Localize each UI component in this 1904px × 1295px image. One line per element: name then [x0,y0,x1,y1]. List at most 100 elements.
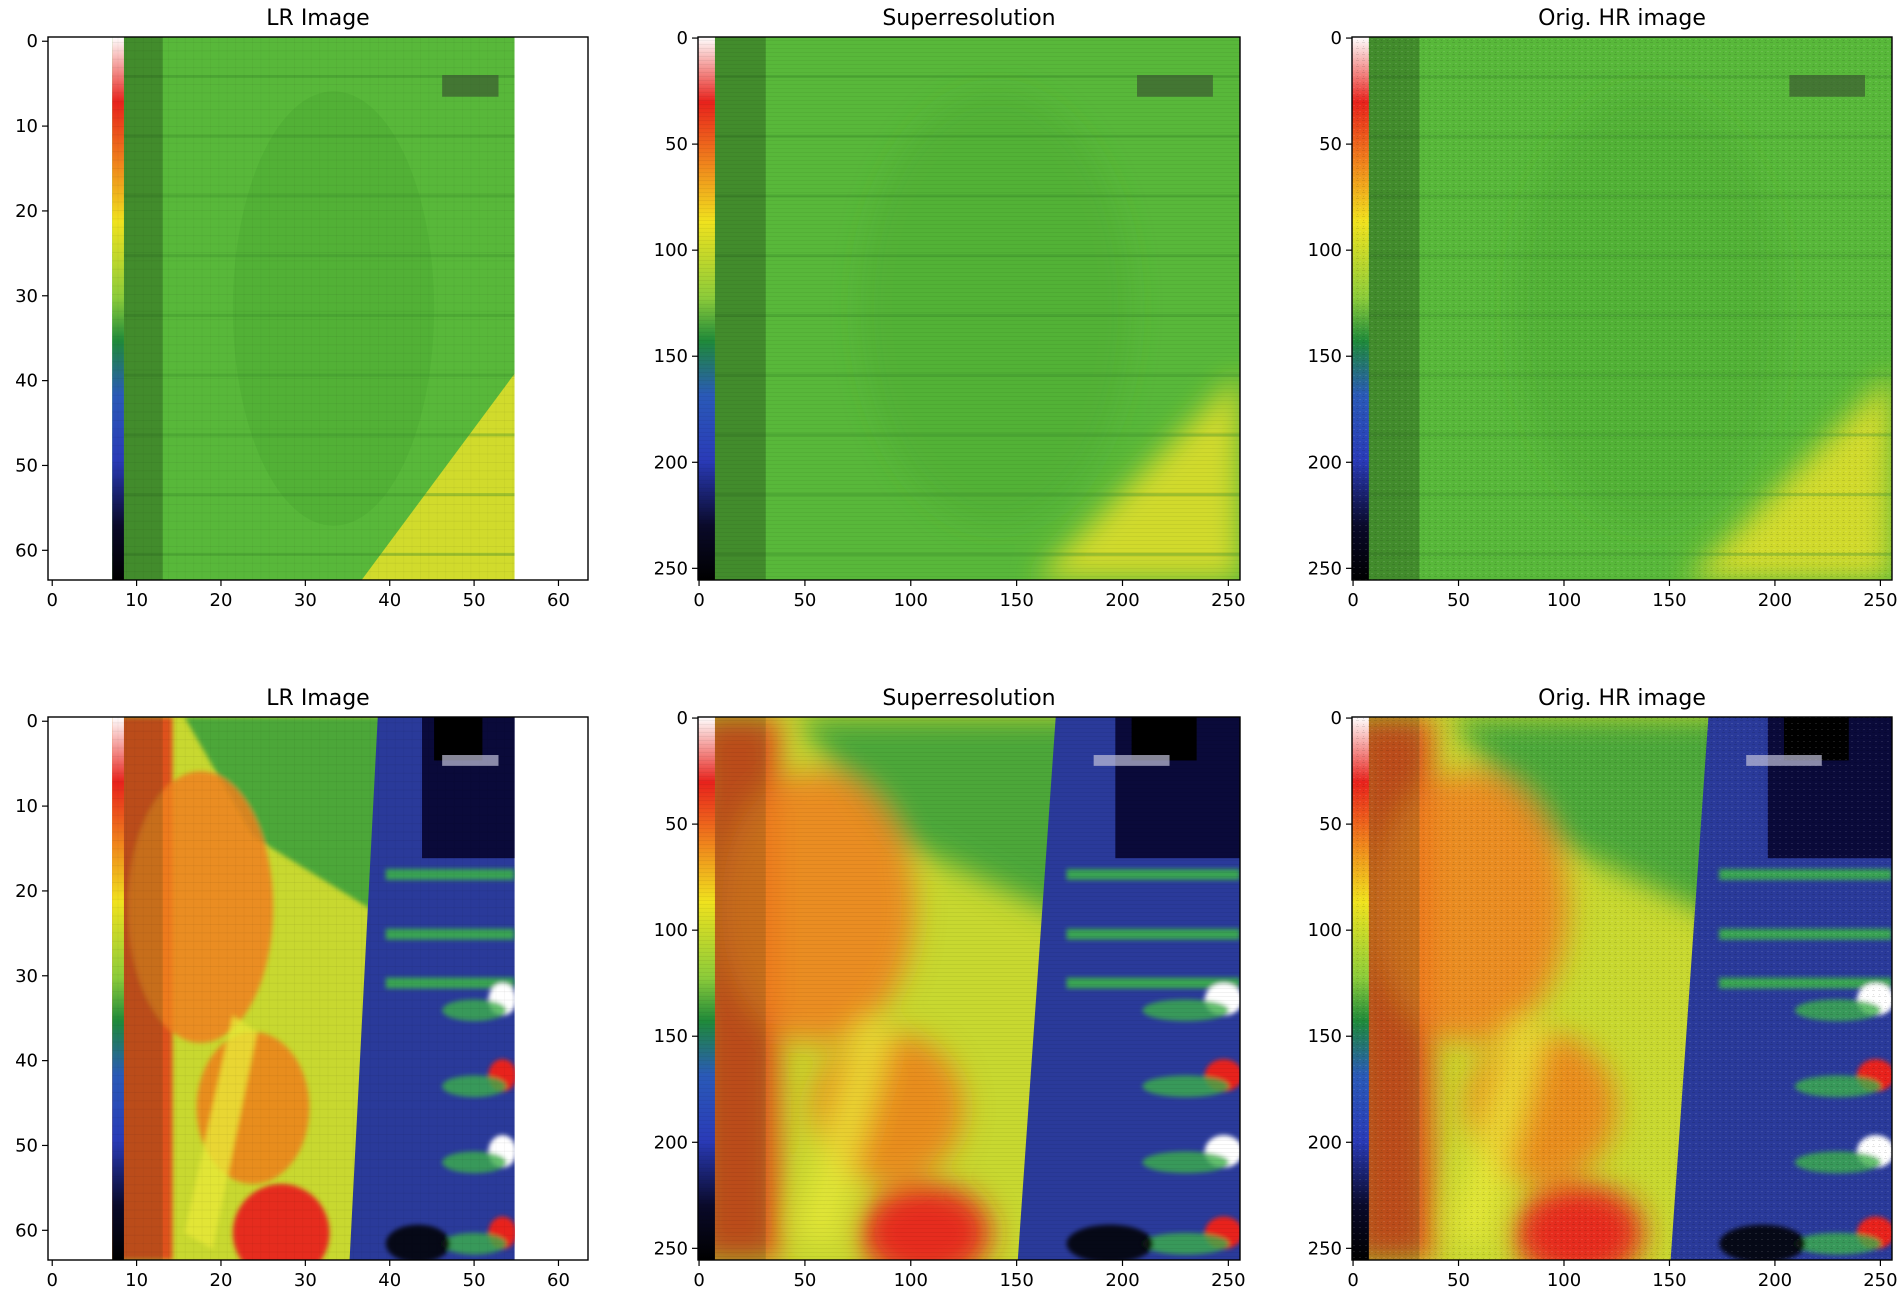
x-tick-label: 150 [999,1270,1033,1291]
thermal-image [112,717,515,1260]
y-tick-label: 150 [654,346,688,367]
y-ticks: 0 10 20 30 40 50 60 [15,711,48,1241]
x-tick-label: 250 [1211,590,1245,611]
x-tick-label: 10 [125,590,148,611]
x-tick-label: 250 [1863,1270,1897,1291]
y-tick-label: 30 [15,966,38,987]
timestamp-overlay [1093,755,1170,766]
axes-frame [1351,36,1893,581]
x-tick-label: 0 [693,1270,704,1291]
y-tick-label: 200 [1308,1132,1342,1153]
timestamp-overlay [1789,75,1865,97]
y-tick-label: 200 [654,1132,688,1153]
thermal-image [698,37,1240,580]
y-tick-label: 40 [15,371,38,392]
x-tick-label: 50 [1447,590,1470,611]
x-tick-label: 200 [1105,590,1139,611]
x-tick-label: 50 [463,590,486,611]
y-tick-label: 250 [1308,1238,1342,1259]
y-ticks: 0 50 100 150 200 250 [654,28,698,579]
y-tick-label: 100 [654,920,688,941]
panel-title: Orig. HR image [1538,6,1706,31]
axes-frame [1351,716,1893,1261]
x-tick-label: 60 [547,1270,570,1291]
y-tick-label: 60 [15,540,38,561]
y-tick-label: 200 [654,452,688,473]
x-tick-label: 150 [1652,590,1686,611]
thermal-image [112,37,515,580]
x-tick-label: 50 [1447,1270,1470,1291]
y-tick-label: 10 [15,796,38,817]
x-tick-label: 50 [793,1270,816,1291]
x-tick-label: 20 [210,590,233,611]
axes-frame [697,36,1241,581]
y-tick-label: 50 [15,455,38,476]
x-ticks: 0 50 100 150 200 250 [1347,1260,1898,1291]
y-tick-label: 250 [654,558,688,579]
x-tick-label: 100 [1547,590,1581,611]
y-tick-label: 20 [15,881,38,902]
y-tick-label: 200 [1308,452,1342,473]
x-tick-label: 20 [210,1270,233,1291]
panel-title: LR Image [266,686,369,711]
timestamp-overlay [1137,75,1213,97]
timestamp-overlay [442,755,499,766]
x-tick-label: 60 [547,590,570,611]
y-tick-label: 150 [1308,1026,1342,1047]
y-ticks: 0 50 100 150 200 250 [654,708,698,1259]
x-tick-label: 0 [46,590,57,611]
y-ticks: 0 50 100 150 200 250 [1308,28,1352,579]
x-tick-label: 0 [46,1270,57,1291]
x-tick-label: 40 [378,590,401,611]
thermal-image [1352,37,1892,580]
x-tick-label: 100 [1547,1270,1581,1291]
x-tick-label: 50 [463,1270,486,1291]
panel-r2c1: LR Image 0 10 20 30 40 50 60 0 10 20 30 40 50 60 [15,686,589,1291]
x-tick-label: 30 [294,1270,317,1291]
y-tick-label: 250 [1308,558,1342,579]
x-tick-label: 30 [294,590,317,611]
timestamp-overlay [442,75,499,97]
y-tick-label: 150 [654,1026,688,1047]
y-tick-label: 20 [15,201,38,222]
axes-frame [47,36,589,581]
panel-title: LR Image [266,6,369,31]
x-ticks: 0 50 100 150 200 250 [1347,580,1898,611]
y-tick-label: 0 [677,28,688,49]
x-tick-label: 200 [1758,1270,1792,1291]
y-tick-label: 50 [1319,134,1342,155]
x-ticks: 0 10 20 30 40 50 60 [46,580,570,611]
x-tick-label: 10 [125,1270,148,1291]
y-tick-label: 0 [677,708,688,729]
y-tick-label: 60 [15,1220,38,1241]
y-tick-label: 100 [654,240,688,261]
thermal-image [1352,717,1892,1260]
x-tick-label: 0 [1347,1270,1358,1291]
y-tick-label: 30 [15,286,38,307]
y-ticks: 0 10 20 30 40 50 60 [15,31,48,561]
x-tick-label: 100 [894,1270,928,1291]
x-tick-label: 40 [378,1270,401,1291]
x-tick-label: 250 [1211,1270,1245,1291]
x-ticks: 0 50 100 150 200 250 [693,1260,1246,1291]
y-tick-label: 0 [1331,28,1342,49]
x-tick-label: 200 [1758,590,1792,611]
x-tick-label: 0 [1347,590,1358,611]
y-tick-label: 50 [665,134,688,155]
axes-frame [697,716,1241,1261]
x-ticks: 0 50 100 150 200 250 [693,580,1246,611]
x-tick-label: 200 [1105,1270,1139,1291]
x-tick-label: 150 [1652,1270,1686,1291]
y-tick-label: 100 [1308,240,1342,261]
y-tick-label: 100 [1308,920,1342,941]
y-tick-label: 250 [654,1238,688,1259]
y-tick-label: 50 [665,814,688,835]
x-tick-label: 50 [793,590,816,611]
y-tick-label: 150 [1308,346,1342,367]
